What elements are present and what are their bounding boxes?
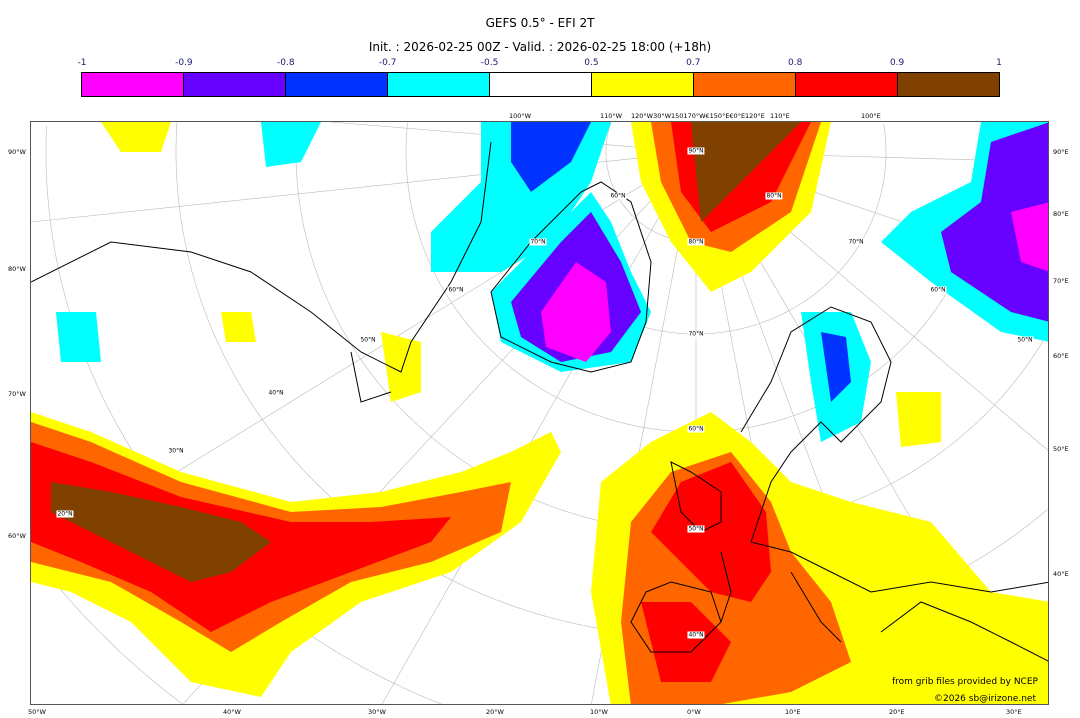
colorbar-swatch [388,73,490,96]
axis-label-bottom: 50°W [28,708,46,716]
efi-shading [31,122,1048,704]
axis-label-left: 70°W [8,390,26,398]
colorbar-swatch [796,73,898,96]
axis-label-right: 50°E [1053,445,1069,453]
data-source-credit: from grib files provided by NCEP [892,677,1038,687]
colorbar-swatch [592,73,694,96]
map-title: GEFS 0.5° - EFI 2T [485,16,595,30]
axis-label-left: 80°W [8,265,26,273]
latitude-label: 50°N [687,525,705,533]
efi-map[interactable]: 90°N 80°N 80°N 70°N 60°N 50°N 40°N 60°N 70°N 60°N… [30,121,1049,705]
colorbar-swatch [898,73,999,96]
latitude-circle [295,122,1048,533]
colorbar-label: -1 [77,58,87,68]
axis-label-right: 80°E [1053,210,1069,218]
latitude-label: 60°N [929,286,947,294]
latitude-label: 80°N [765,192,783,200]
colorbar-swatch [694,73,796,96]
axis-label-top: 110°W [600,112,623,120]
colorbar-label: -0.9 [175,58,193,68]
axis-label-right: 40°E [1053,570,1069,578]
colorbar-label: 1 [996,58,1002,68]
colorbar-label: 0.9 [889,58,905,68]
colorbar-swatch [184,73,286,96]
axis-label-right: 90°E [1053,148,1069,156]
axis-label-top: 100°E [861,112,881,120]
axis-label-left: 60°W [8,532,26,540]
latitude-label: 30°N [167,447,185,455]
colorbar-label: 0.7 [686,58,701,68]
latitude-label: 90°N [687,147,705,155]
coastlines [31,141,1048,662]
axis-label-top: 120°W30°W150170°W€150°E€0°E120°E [631,112,765,120]
latitude-label: 70°N [847,238,865,246]
colorbar-label: -0.7 [378,58,397,68]
latitude-circle [883,123,887,152]
colorbar-label: 0.8 [788,58,803,68]
axis-label-right: 60°E [1053,352,1069,360]
colorbar-label: -0.8 [276,58,295,68]
latitude-label: 40°N [267,389,285,397]
latitude-label: 50°N [1016,336,1034,344]
latitude-label: 20°N [56,510,74,518]
latitude-label: 60°N [447,286,465,294]
axis-label-bottom: 20°E [889,708,905,716]
axis-label-bottom: 10°E [785,708,801,716]
colorbar-swatch [82,73,184,96]
map-subtitle: Init. : 2026-02-25 00Z - Valid. : 2026-0… [368,40,712,54]
colorbar-label: -0.5 [480,58,499,68]
map-canvas [31,122,1048,704]
colorbar-swatch [490,73,592,96]
latitude-label: 70°N [529,238,547,246]
copyright-credit: ©2026 sb@irizone.net [934,694,1036,704]
latitude-label: 70°N [687,330,705,338]
colorbar-label: 0.5 [584,58,599,68]
axis-label-bottom: 30°W [368,708,386,716]
axis-label-top: 110°E [770,112,790,120]
latitude-label: 50°N [359,336,377,344]
axis-label-left: 90°W [8,148,26,156]
latitude-label: 80°N [687,238,705,246]
axis-label-bottom: 10°W [590,708,608,716]
axis-label-bottom: 40°W [223,708,241,716]
latitude-label: 60°N [609,192,627,200]
axis-label-bottom: 20°W [486,708,504,716]
axis-label-bottom: 0°W [687,708,701,716]
colorbar [81,72,1000,97]
axis-label-bottom: 30°E [1006,708,1022,716]
axis-label-right: 70°E [1053,277,1069,285]
axis-label-top: 100°W [509,112,532,120]
latitude-label: 40°N [687,631,705,639]
colorbar-swatch [286,73,388,96]
latitude-label: 60°N [687,425,705,433]
